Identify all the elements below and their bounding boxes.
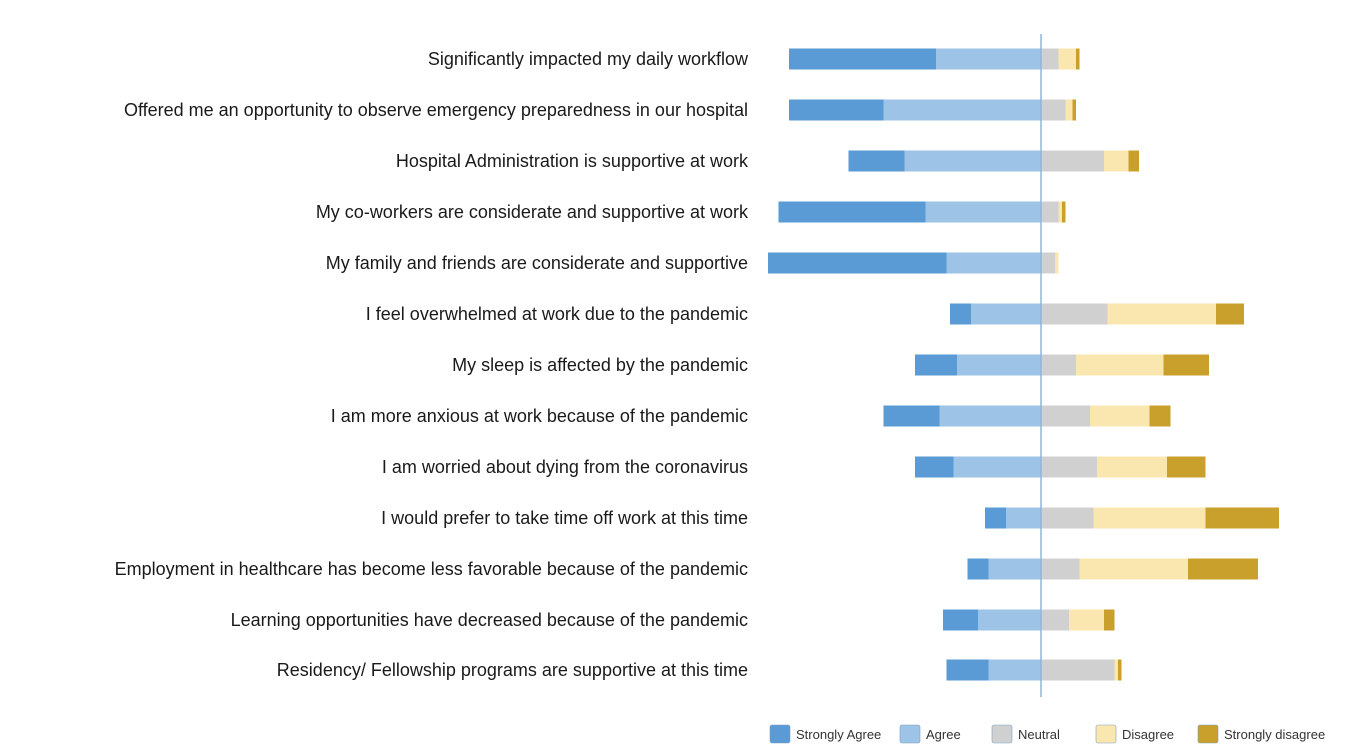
legend-swatch-strongly-agree — [769, 724, 791, 744]
bar-segment-agree — [936, 48, 1041, 70]
bar-segment-agree — [953, 456, 1041, 478]
legend-swatch-agree — [899, 724, 921, 744]
legend-swatch-disagree — [1095, 724, 1117, 744]
bar-segment-disagree — [1076, 354, 1164, 376]
bar-segment-neutral — [1041, 150, 1104, 172]
bar-segment-disagree — [1093, 507, 1206, 529]
legend-label-neutral: Neutral — [1018, 727, 1060, 742]
bar-segment-strongly-disagree — [1128, 150, 1139, 172]
bar-segment-strongly-disagree — [1205, 507, 1279, 529]
legend-label-strongly-disagree: Strongly disagree — [1224, 727, 1325, 742]
legend-label-disagree: Disagree — [1122, 727, 1174, 742]
bar-segment-disagree — [1114, 659, 1118, 681]
legend-label-strongly-agree: Strongly Agree — [796, 727, 881, 742]
bar-segment-neutral — [1041, 99, 1066, 121]
bar-segment-agree — [957, 354, 1041, 376]
category-label: I would prefer to take time off work at … — [381, 508, 748, 528]
category-label: Hospital Administration is supportive at… — [396, 151, 749, 171]
bar-segment-neutral — [1041, 303, 1108, 325]
bar-segment-neutral — [1041, 456, 1097, 478]
bar-segment-neutral — [1041, 558, 1080, 580]
bar-segment-strongly-agree — [950, 303, 971, 325]
bar-segment-disagree — [1069, 609, 1104, 631]
category-label: Residency/ Fellowship programs are suppo… — [277, 660, 748, 680]
bar-segment-strongly-disagree — [1188, 558, 1258, 580]
category-labels: Significantly impacted my daily workflow… — [115, 49, 749, 680]
legend-swatch-strongly-disagree — [1197, 724, 1219, 744]
category-label: Significantly impacted my daily workflow — [428, 49, 749, 69]
bar-segment-disagree — [1065, 99, 1073, 121]
category-label: Offered me an opportunity to observe eme… — [124, 100, 748, 120]
bar-segment-agree — [939, 405, 1041, 427]
bar-segment-agree — [883, 99, 1041, 121]
bar-segment-strongly-agree — [915, 456, 954, 478]
bar-segment-neutral — [1041, 354, 1076, 376]
bar-segment-agree — [978, 609, 1041, 631]
bar-segment-agree — [971, 303, 1041, 325]
bar-segment-strongly-agree — [778, 201, 926, 223]
bar-segment-disagree — [1104, 150, 1129, 172]
category-label: My family and friends are considerate an… — [326, 253, 748, 273]
bar-segment-strongly-agree — [883, 405, 940, 427]
bar-segments — [768, 48, 1279, 681]
bar-segment-disagree — [1090, 405, 1150, 427]
bar-segment-strongly-agree — [789, 99, 884, 121]
bar-segment-neutral — [1041, 659, 1115, 681]
bar-segment-strongly-agree — [943, 609, 978, 631]
bar-segment-strongly-disagree — [1149, 405, 1171, 427]
bar-segment-disagree — [1058, 201, 1062, 223]
bar-segment-strongly-agree — [915, 354, 957, 376]
bar-segment-disagree — [1107, 303, 1216, 325]
bar-segment-strongly-agree — [985, 507, 1006, 529]
category-label: I feel overwhelmed at work due to the pa… — [366, 304, 748, 324]
bar-segment-strongly-disagree — [1216, 303, 1244, 325]
bar-segment-disagree — [1079, 558, 1188, 580]
bar-segment-neutral — [1041, 507, 1094, 529]
bar-segment-strongly-disagree — [1167, 456, 1206, 478]
bar-segment-neutral — [1041, 252, 1055, 274]
bar-segment-strongly-disagree — [1104, 609, 1115, 631]
category-label: Learning opportunities have decreased be… — [231, 610, 748, 630]
bar-segment-strongly-agree — [946, 659, 989, 681]
bar-segment-neutral — [1041, 609, 1069, 631]
bar-segment-strongly-disagree — [1062, 201, 1066, 223]
category-label: My sleep is affected by the pandemic — [452, 355, 748, 375]
bar-segment-strongly-disagree — [1076, 48, 1080, 70]
bar-segment-agree — [988, 558, 1041, 580]
bar-segment-strongly-agree — [768, 252, 947, 274]
bar-segment-neutral — [1041, 48, 1059, 70]
bar-segment-agree — [946, 252, 1041, 274]
category-label: I am worried about dying from the corona… — [382, 457, 748, 477]
bar-segment-disagree — [1097, 456, 1167, 478]
bar-segment-strongly-agree — [967, 558, 989, 580]
bar-segment-strongly-agree — [848, 150, 905, 172]
bar-segment-agree — [988, 659, 1041, 681]
bar-segment-disagree — [1058, 48, 1076, 70]
bar-segment-disagree — [1055, 252, 1059, 274]
bar-segment-agree — [925, 201, 1041, 223]
category-label: My co-workers are considerate and suppor… — [316, 202, 749, 222]
legend-swatch-neutral — [991, 724, 1013, 744]
bar-segment-strongly-disagree — [1072, 99, 1076, 121]
legend-label-agree: Agree — [926, 727, 961, 742]
bar-segment-neutral — [1041, 405, 1090, 427]
bar-segment-strongly-disagree — [1118, 659, 1122, 681]
bar-segment-neutral — [1041, 201, 1059, 223]
category-label: I am more anxious at work because of the… — [331, 406, 748, 426]
legend: Strongly Agree Agree Neutral Disagree Strong… — [769, 724, 1325, 744]
bar-segment-strongly-agree — [789, 48, 936, 70]
category-label: Employment in healthcare has become less… — [115, 559, 748, 579]
bar-segment-agree — [1006, 507, 1041, 529]
bar-segment-agree — [904, 150, 1041, 172]
bar-segment-strongly-disagree — [1163, 354, 1209, 376]
